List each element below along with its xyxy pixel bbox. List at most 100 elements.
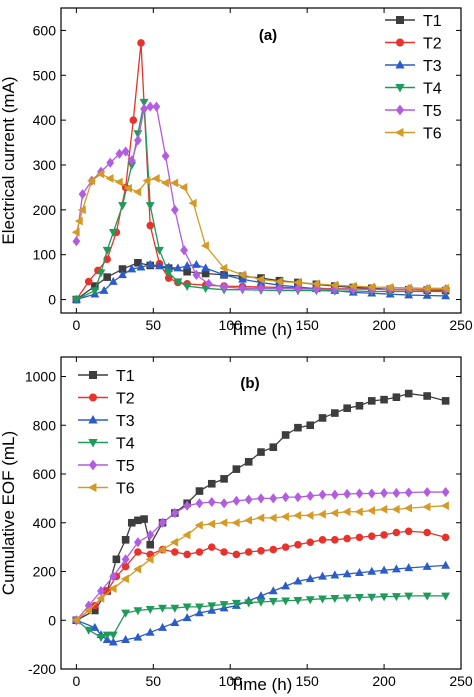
- legend-entry: T4: [385, 81, 442, 98]
- series-t5: [72, 101, 450, 295]
- data-point: [380, 487, 388, 499]
- data-point: [146, 221, 155, 230]
- data-point: [318, 414, 327, 422]
- y-tick-label: 200: [33, 202, 57, 218]
- data-point: [134, 135, 142, 146]
- legend-entry: T2: [385, 36, 442, 53]
- data-point: [256, 513, 265, 523]
- data-point: [161, 150, 170, 162]
- legend-label: T4: [116, 436, 135, 453]
- data-point: [440, 501, 449, 511]
- data-point: [342, 569, 352, 578]
- data-point: [103, 273, 111, 281]
- data-point: [343, 534, 351, 543]
- data-point: [367, 593, 377, 602]
- data-point: [422, 502, 431, 512]
- data-point: [317, 509, 326, 519]
- data-point: [195, 608, 204, 617]
- data-point: [219, 270, 229, 279]
- legend-label: T5: [116, 458, 135, 475]
- data-point: [404, 389, 413, 398]
- x-tick-label: 50: [146, 317, 162, 333]
- data-point: [72, 236, 81, 247]
- data-point: [204, 278, 213, 289]
- data-point: [355, 567, 364, 577]
- data-point: [281, 543, 290, 551]
- data-point: [219, 601, 229, 610]
- data-point: [136, 262, 146, 271]
- data-point: [160, 178, 169, 188]
- data-point: [84, 626, 94, 635]
- data-point: [105, 174, 114, 183]
- data-point: [84, 277, 93, 286]
- legend-marker: [395, 15, 404, 24]
- data-point: [268, 513, 277, 523]
- data-point: [183, 550, 191, 559]
- data-point: [207, 519, 216, 529]
- data-point: [379, 565, 389, 574]
- data-point: [318, 595, 327, 604]
- data-point: [118, 202, 127, 211]
- data-point: [293, 278, 302, 287]
- series-t6: [71, 501, 449, 625]
- data-point: [305, 574, 315, 583]
- y-tick-label: 100: [33, 247, 57, 263]
- data-point: [102, 246, 112, 255]
- x-tick-label: 150: [295, 673, 319, 689]
- data-point: [391, 593, 401, 602]
- data-point: [201, 263, 211, 272]
- data-point: [170, 178, 179, 188]
- data-point: [441, 486, 450, 498]
- data-point: [306, 538, 315, 547]
- x-axis-title: Time (h): [230, 675, 293, 694]
- legend-label: T1: [116, 368, 135, 385]
- data-point: [257, 493, 265, 504]
- data-point: [379, 504, 388, 514]
- x-tick-label: 100: [219, 317, 243, 333]
- data-point: [157, 545, 166, 554]
- data-point: [182, 261, 192, 270]
- data-point: [318, 571, 327, 580]
- x-axis-title: Time (h): [230, 320, 293, 339]
- legend-entry: T1: [78, 368, 135, 385]
- data-point: [422, 592, 432, 601]
- data-point: [145, 554, 154, 564]
- data-point: [355, 533, 364, 542]
- data-point: [441, 533, 450, 542]
- data-point: [96, 593, 105, 603]
- legend-entry: T4: [78, 436, 135, 453]
- x-tick-label: 50: [146, 673, 162, 689]
- data-point: [367, 532, 376, 540]
- data-point: [342, 594, 352, 603]
- data-point: [151, 174, 160, 183]
- data-point: [127, 264, 137, 273]
- legend-marker: [88, 439, 98, 448]
- data-point: [134, 258, 142, 267]
- data-point: [385, 283, 394, 292]
- y-tick-label: 0: [48, 612, 56, 628]
- legend-label: T5: [423, 103, 442, 120]
- data-point: [90, 622, 100, 631]
- y-tick-label: 300: [33, 157, 57, 173]
- data-point: [355, 488, 364, 499]
- data-point: [392, 528, 401, 537]
- data-point: [257, 283, 265, 294]
- legend-marker: [395, 60, 405, 69]
- data-point: [220, 475, 228, 483]
- panel-label: (a): [259, 27, 277, 44]
- data-point: [108, 584, 117, 593]
- y-tick-label: 400: [33, 515, 57, 531]
- data-point: [71, 615, 80, 625]
- data-point: [330, 595, 340, 604]
- data-point: [294, 283, 302, 294]
- data-point: [146, 101, 155, 112]
- legend-marker: [88, 459, 98, 471]
- series-t2: [72, 527, 450, 625]
- data-point: [244, 599, 254, 608]
- data-point: [183, 267, 191, 276]
- x-tick-label: 250: [449, 317, 473, 333]
- data-point: [195, 548, 204, 556]
- data-point: [392, 487, 401, 499]
- plot-frame: [60, 7, 462, 314]
